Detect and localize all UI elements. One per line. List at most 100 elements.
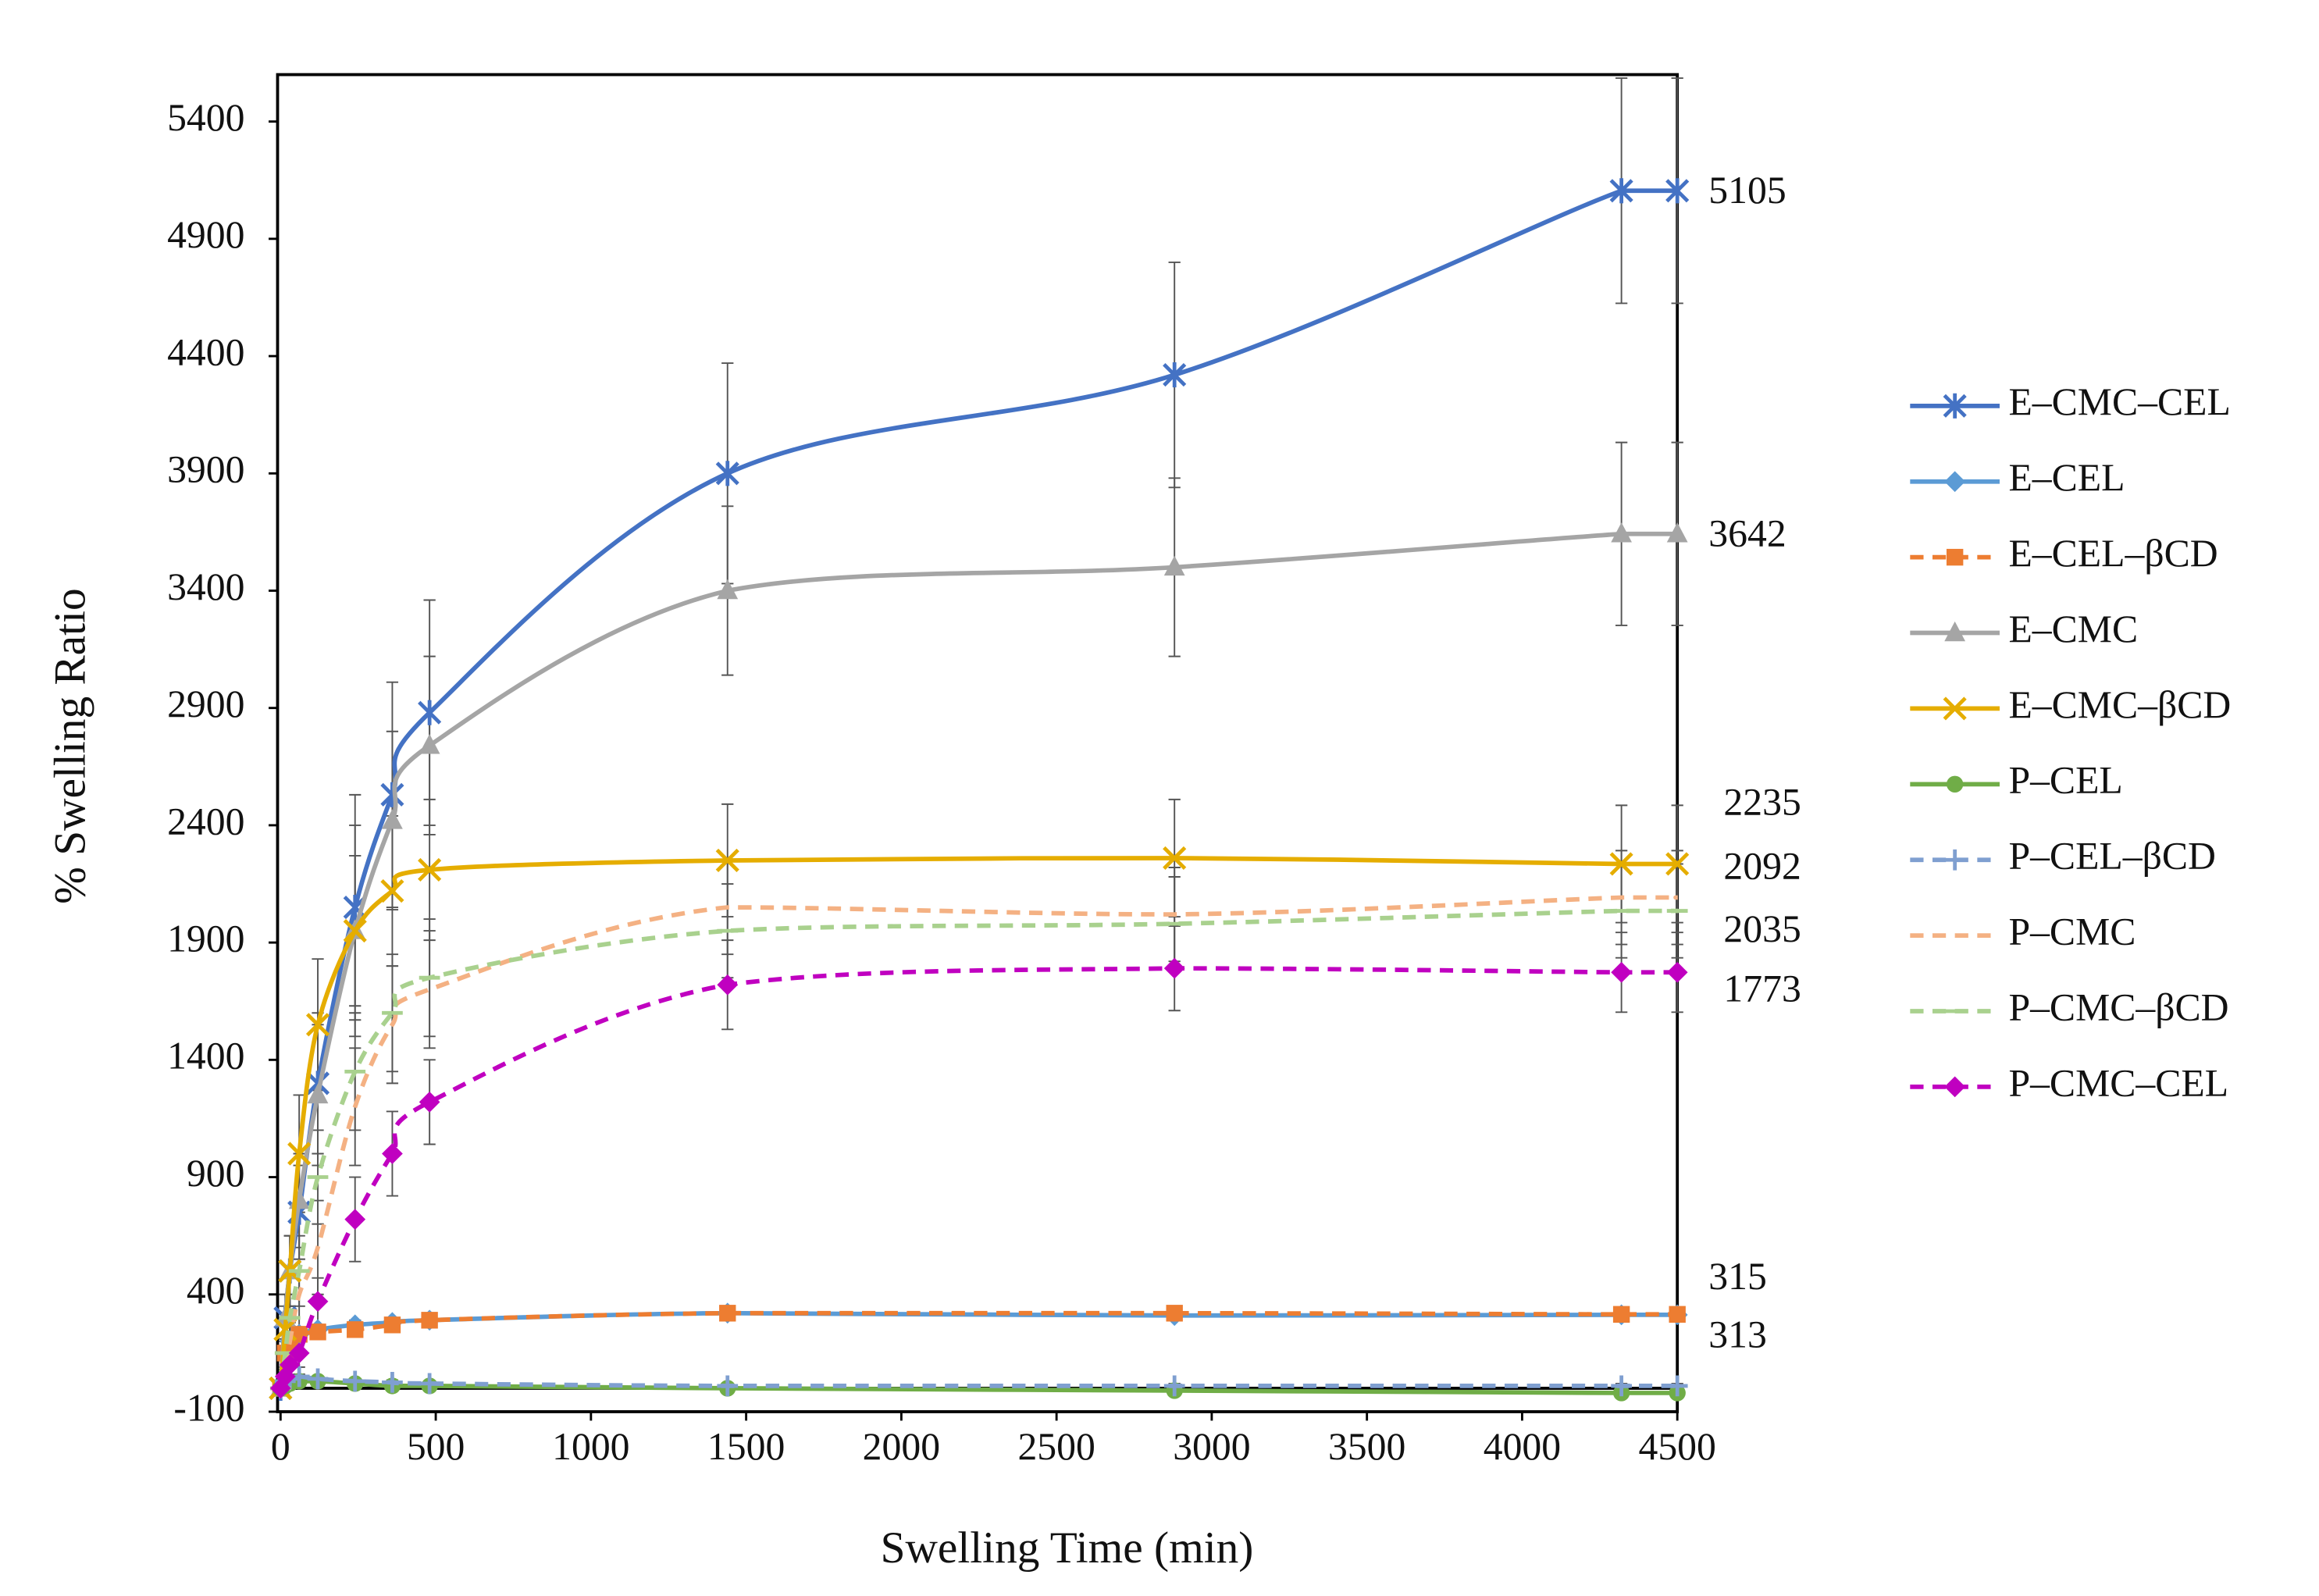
end-value-label: 315 — [1708, 1255, 1767, 1298]
marker — [1611, 1375, 1633, 1397]
marker — [1944, 1076, 1966, 1098]
marker — [418, 857, 442, 882]
y-tick-label: 1900 — [167, 917, 244, 960]
y-tick-label: 1400 — [167, 1035, 244, 1078]
y-tick-label: 3900 — [167, 448, 244, 491]
series-markers — [269, 522, 1688, 1397]
series-line — [278, 966, 1680, 1389]
marker — [1666, 522, 1688, 543]
y-tick-label: 400 — [187, 1269, 245, 1312]
marker — [380, 782, 404, 807]
y-tick-label: 2400 — [167, 800, 244, 843]
marker — [1611, 522, 1633, 543]
x-tick-label: 2000 — [863, 1425, 940, 1468]
series-line — [278, 908, 1680, 1389]
series-line — [278, 1310, 1680, 1389]
legend-item: E–CMC–CEL — [1910, 380, 2231, 423]
marker — [382, 1143, 403, 1164]
marker — [1666, 1375, 1688, 1397]
marker — [1163, 846, 1187, 871]
marker — [1666, 961, 1688, 983]
series-line — [278, 1374, 1680, 1390]
marker — [344, 1209, 366, 1231]
legend-label: E–CMC–βCD — [2008, 683, 2231, 726]
marker — [419, 1092, 440, 1113]
legend-item: E–CEL–βCD — [1910, 532, 2218, 575]
y-tick-label: 4400 — [167, 330, 244, 373]
marker — [1163, 362, 1187, 388]
marker — [717, 974, 739, 996]
marker — [1946, 548, 1964, 566]
y-tick-label: 4900 — [167, 213, 244, 256]
marker — [309, 1323, 326, 1341]
marker — [1163, 957, 1185, 979]
legend-label: E–CMC–CEL — [2008, 380, 2230, 423]
marker — [1609, 178, 1633, 204]
legend-item: E–CMC — [1910, 607, 2138, 650]
marker — [419, 1373, 440, 1395]
legend-item: P–CMC–CEL — [1910, 1061, 2228, 1104]
legend-item: P–CMC–βCD — [1910, 985, 2229, 1028]
marker — [1944, 849, 1966, 871]
x-tick-label: 4000 — [1484, 1425, 1561, 1468]
legend-label: E–CEL — [2008, 456, 2125, 499]
x-tick-label: 1000 — [552, 1425, 629, 1468]
marker — [719, 1305, 736, 1322]
series-markers — [269, 957, 1688, 1399]
legend-label: P–CMC–βCD — [2008, 985, 2228, 1028]
marker — [717, 1375, 739, 1397]
y-tick-label: 5400 — [167, 96, 244, 139]
marker — [1943, 696, 1967, 721]
end-value-label: 5105 — [1708, 169, 1786, 212]
marker — [287, 1142, 312, 1166]
marker — [347, 1321, 364, 1338]
series-line — [278, 188, 1680, 1389]
marker — [344, 1370, 366, 1392]
x-tick-label: 0 — [271, 1425, 290, 1468]
marker — [421, 1312, 438, 1329]
marker — [307, 1291, 329, 1313]
y-tick-label: 900 — [187, 1152, 245, 1195]
marker — [307, 1083, 329, 1104]
x-tick-label: 500 — [407, 1425, 465, 1468]
marker — [1943, 393, 1967, 419]
y-tick-label: -100 — [173, 1386, 244, 1429]
legend: E–CMC–CEL E–CEL E–CEL–βCD E–CMC E–CMC–βCD P–C… — [1910, 380, 2231, 1104]
legend-item: P–CEL–βCD — [1910, 835, 2216, 878]
marker — [1946, 775, 1964, 793]
marker — [715, 461, 739, 486]
x-tick-label: 3500 — [1328, 1425, 1405, 1468]
legend-label: E–CEL–βCD — [2008, 532, 2217, 575]
legend-item: P–CEL — [1910, 759, 2123, 802]
marker — [1665, 178, 1690, 204]
legend-label: P–CEL — [2008, 759, 2122, 802]
series-line — [278, 1310, 1680, 1389]
marker — [1163, 1375, 1185, 1397]
x-tick-label: 1500 — [707, 1425, 785, 1468]
end-value-label: 2092 — [1723, 845, 1801, 888]
series-markers — [269, 846, 1690, 1400]
marker — [1665, 852, 1690, 876]
series-line — [278, 531, 1680, 1389]
marker — [1166, 1305, 1183, 1322]
legend-label: P–CMC–CEL — [2008, 1061, 2228, 1104]
plot-frame — [276, 73, 1680, 1413]
error-bars — [274, 798, 1683, 1389]
marker — [1669, 1306, 1686, 1323]
marker — [1163, 555, 1185, 576]
legend-label: P–CEL–βCD — [2008, 835, 2215, 878]
marker — [383, 1316, 401, 1334]
marker — [1609, 852, 1633, 876]
marker — [1944, 471, 1966, 493]
marker — [1612, 1306, 1630, 1323]
series-markers — [269, 178, 1690, 1401]
series-line — [278, 895, 1680, 1389]
series-line — [278, 856, 1680, 1389]
marker — [288, 1188, 310, 1209]
end-value-label: 313 — [1708, 1313, 1767, 1356]
legend-item: E–CMC–βCD — [1910, 683, 2231, 726]
marker — [343, 919, 367, 943]
x-tick-label: 4500 — [1638, 1425, 1715, 1468]
marker — [382, 809, 403, 829]
